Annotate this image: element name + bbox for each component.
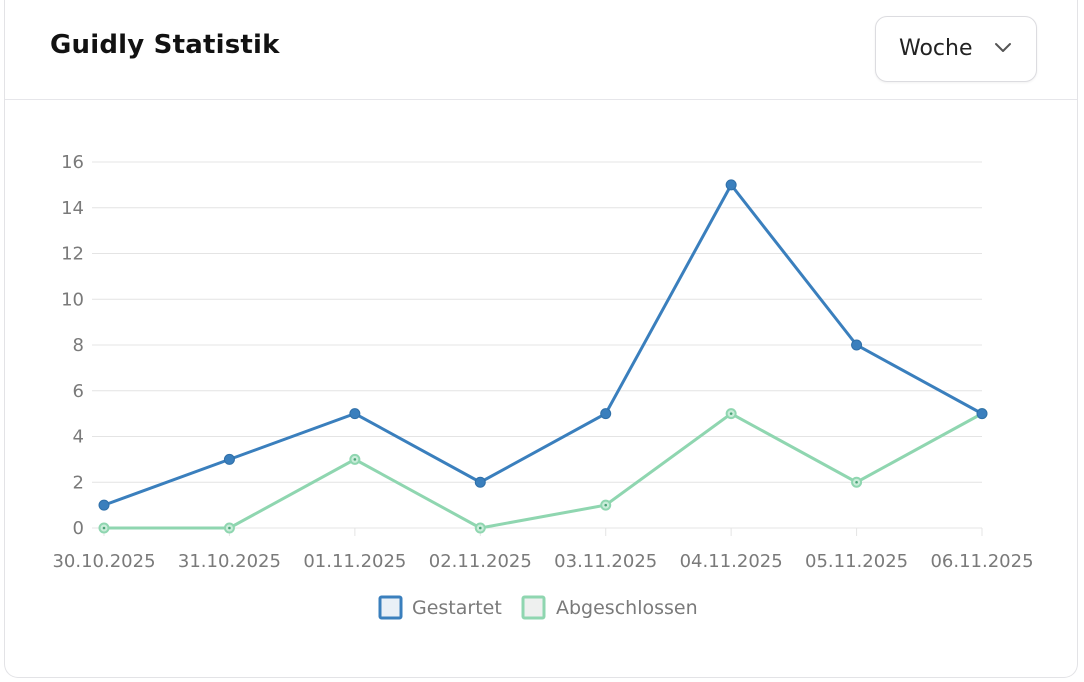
data-point-gestartet[interactable] [976, 408, 988, 420]
x-tick-label: 01.11.2025 [303, 551, 406, 572]
chevron-down-icon [995, 43, 1011, 52]
data-point-center-abgeschlossen [729, 412, 733, 415]
x-tick-label: 31.10.2025 [178, 551, 281, 572]
data-point-gestartet[interactable] [600, 408, 612, 420]
data-point-center-abgeschlossen [102, 526, 106, 530]
chart-series [98, 179, 988, 534]
data-point-center-abgeschlossen [353, 458, 357, 461]
x-axis-ticks: 30.10.2025 31.10.2025 01.11.2025 02.11.2025… [52, 528, 1034, 572]
series-line-gestartet [103, 182, 983, 507]
y-tick-label: 0 [73, 518, 84, 539]
data-point-center-abgeschlossen [228, 526, 231, 530]
legend-label-gestartet[interactable]: Gestartet [412, 597, 502, 619]
data-point-gestartet[interactable] [223, 453, 235, 465]
legend-swatch-abgeschlossen[interactable] [521, 595, 546, 620]
x-tick-label: 05.11.2025 [805, 551, 908, 572]
card-header: Guidly Statistik Woche [5, 0, 1077, 100]
data-point-center-abgeschlossen [855, 480, 858, 484]
legend-swatch-gestartet[interactable] [378, 595, 403, 620]
chart-grid [92, 161, 982, 529]
statistics-card: Guidly Statistik Woche [4, 0, 1078, 678]
data-point-center-abgeschlossen [478, 526, 482, 530]
data-point-gestartet[interactable] [725, 179, 737, 191]
data-point-gestartet[interactable] [851, 339, 863, 351]
data-point-center-abgeschlossen [604, 503, 608, 507]
y-tick-label: 16 [61, 152, 84, 173]
data-point-gestartet[interactable] [349, 408, 361, 420]
y-tick-label: 4 [73, 427, 84, 448]
x-tick-label: 30.10.2025 [52, 551, 155, 572]
page-title: Guidly Statistik [50, 30, 280, 60]
y-tick-label: 14 [61, 198, 84, 219]
period-select-value: Woche [899, 36, 973, 61]
data-point-gestartet[interactable] [474, 476, 486, 488]
y-tick-label: 2 [73, 472, 84, 493]
y-tick-label: 12 [61, 244, 84, 265]
data-point-gestartet[interactable] [98, 499, 110, 511]
x-tick-label: 04.11.2025 [680, 551, 783, 572]
x-tick-label: 06.11.2025 [930, 551, 1033, 572]
chart-legend: Gestartet Abgeschlossen [378, 595, 698, 620]
x-tick-label: 02.11.2025 [429, 551, 532, 572]
y-tick-label: 8 [73, 335, 84, 356]
y-axis-ticks: 0 2 4 6 8 10 12 14 16 [61, 152, 84, 539]
legend-label-abgeschlossen[interactable]: Abgeschlossen [556, 597, 698, 619]
period-select[interactable]: Woche [875, 16, 1037, 82]
x-tick-label: 03.11.2025 [554, 551, 657, 572]
y-tick-label: 10 [61, 289, 84, 310]
y-tick-label: 6 [73, 381, 84, 402]
series-line-abgeschlossen [104, 411, 983, 530]
